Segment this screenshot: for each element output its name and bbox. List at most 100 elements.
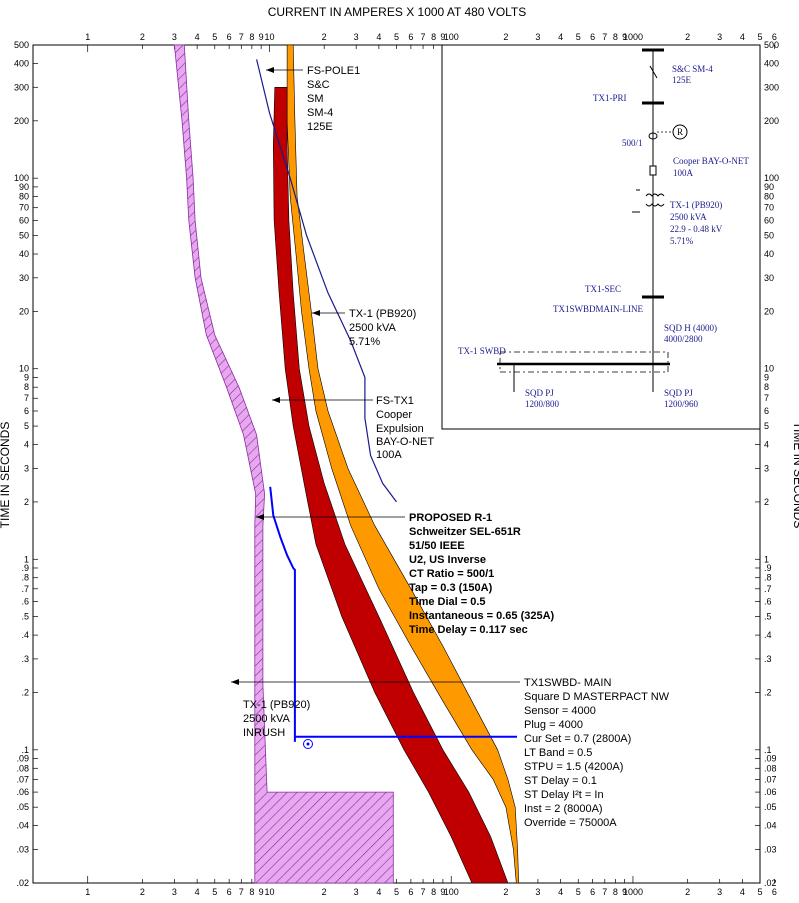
label-line: STPU = 1.5 (4200A) — [524, 761, 623, 773]
y-tick-label-left: 5 — [24, 421, 29, 431]
x-tick-label-top: 2 — [503, 32, 508, 42]
x-tick-label-top: 2 — [685, 32, 690, 42]
x-tick-label-bottom: 5 — [394, 887, 399, 897]
x-tick-label-top: 3 — [717, 32, 722, 42]
y-tick-label-left: 3 — [24, 463, 29, 473]
label-line: Schweitzer SEL-651R — [409, 526, 521, 538]
y-tick-label-right: .06 — [764, 787, 777, 797]
y-tick-label-right: 50 — [764, 231, 774, 241]
label-line: SM-4 — [307, 107, 333, 119]
label-line: 100A — [376, 449, 402, 461]
sqd-h-setting: 4000/2800 — [664, 334, 703, 344]
x-tick-label-top: 6 — [772, 32, 777, 42]
label-line: Tap = 0.3 (150A) — [409, 582, 493, 594]
x-tick-label-bottom: 9 — [622, 887, 627, 897]
x-tick-label-top: 9 — [259, 32, 264, 42]
x-tick-label-top: 5 — [757, 32, 762, 42]
label-line: Instantaneous = 0.65 (325A) — [409, 610, 555, 622]
x-tick-label-bottom: 5 — [212, 887, 217, 897]
y-tick-label-right: 5 — [764, 421, 769, 431]
sqd-pj-right-setting: 1200/960 — [664, 399, 699, 409]
x-tick-label-bottom: 100 — [444, 887, 459, 897]
y-tick-label-left: .5 — [21, 612, 29, 622]
y-tick-label-left: 500 — [14, 40, 29, 50]
x-tick-label-top: 10 — [264, 32, 274, 42]
label-line: Override = 75000A — [524, 817, 617, 829]
leader-arrowheads — [231, 67, 320, 685]
x-tick-label-top: 5 — [576, 32, 581, 42]
y-tick-label-left: .08 — [16, 763, 29, 773]
x-tick-label-top: 4 — [558, 32, 563, 42]
y-tick-label-right: 90 — [764, 182, 774, 192]
label-line: 51/50 IEEE — [409, 540, 465, 552]
x-tick-label-top: 100 — [444, 32, 459, 42]
x-tick-label-bottom: 9 — [259, 887, 264, 897]
y-tick-label-right: .09 — [764, 754, 777, 764]
x-tick-label-top: 6 — [590, 32, 595, 42]
chart-title: CURRENT IN AMPERES X 1000 AT 480 VOLTS — [268, 5, 527, 19]
label-line: Time Dial = 0.5 — [409, 596, 486, 608]
band-cable-damage — [173, 44, 394, 884]
x-tick-label-bottom: 3 — [354, 887, 359, 897]
y-tick-label-right: 100 — [764, 173, 779, 183]
x-tick-label-top: 1 — [85, 32, 90, 42]
sqd-pj-left-label: SQD PJ — [525, 388, 554, 398]
y-tick-label-left: .8 — [21, 573, 29, 583]
x-tick-label-bottom: 7 — [421, 887, 426, 897]
y-tick-label-left: 300 — [14, 82, 29, 92]
y-tick-label-right: .7 — [764, 584, 772, 594]
label-r1: PROPOSED R-1 Schweitzer SEL-651R 51/50 I… — [409, 512, 555, 636]
x-tick-label-bottom: 3 — [717, 887, 722, 897]
y-axis-label-left: TIME IN SECONDS — [0, 422, 12, 529]
y-tick-label-left: 6 — [24, 406, 29, 416]
y-tick-label-left: 90 — [19, 182, 29, 192]
x-tick-label-top: 2 — [322, 32, 327, 42]
label-line: TX-1 (PB920) — [243, 699, 310, 711]
curve-tx-1-pb920-2500-kva-5-71 — [256, 59, 397, 503]
x-tick-label-top: 1000 — [623, 32, 643, 42]
label-inrush: TX-1 (PB920) 2500 kVA INRUSH — [243, 699, 310, 739]
sm4-label: S&C SM-4 — [672, 64, 713, 74]
y-tick-label-right: 4 — [764, 440, 769, 450]
relay-icon — [672, 124, 688, 140]
inrush-marker — [303, 739, 313, 749]
sqd-pj-left-setting: 1200/800 — [525, 399, 560, 409]
x-tick-label-bottom: 2 — [685, 887, 690, 897]
x-tick-label-bottom: 2 — [140, 887, 145, 897]
swbd-dashed-box — [499, 351, 669, 373]
one-line-diagram: S&C SM-4 125E TX1-PRI 500/1 R Cooper BAY… — [441, 44, 761, 430]
y-tick-label-left: 80 — [19, 192, 29, 202]
y-tick-label-left: 4 — [24, 440, 29, 450]
x-tick-label-bottom: 6 — [590, 887, 595, 897]
x-tick-label-bottom: 8 — [249, 887, 254, 897]
x-tick-label-bottom: 4 — [376, 887, 381, 897]
ct-ratio-label: 500/1 — [622, 138, 643, 148]
y-tick-label-right: 300 — [764, 82, 779, 92]
y-tick-label-left: .05 — [16, 802, 29, 812]
x-tick-label-bottom: 6 — [408, 887, 413, 897]
tx1-kva: 2500 kVA — [670, 212, 707, 222]
ct-icon — [648, 132, 658, 140]
label-line: Cooper — [376, 409, 412, 421]
y-tick-label-right: .5 — [764, 612, 772, 622]
x-tick-label-bottom: 5 — [757, 887, 762, 897]
tx1-sec-label: TX1-SEC — [585, 284, 621, 294]
y-tick-label-left: 400 — [14, 58, 29, 68]
y-tick-label-right: .9 — [764, 563, 772, 573]
y-tick-label-right: .08 — [764, 763, 777, 773]
y-tick-label-left: 7 — [24, 393, 29, 403]
tx1-pri-label: TX1-PRI — [593, 93, 627, 103]
label-line: Plug = 4000 — [524, 719, 583, 731]
x-tick-label-top: 8 — [613, 32, 618, 42]
y-tick-label-right: 6 — [764, 406, 769, 416]
x-tick-label-top: 4 — [376, 32, 381, 42]
x-tick-label-top: 5 — [212, 32, 217, 42]
y-tick-label-right: 40 — [764, 249, 774, 259]
x-tick-label-bottom: 3 — [172, 887, 177, 897]
bayonet-label: Cooper BAY-O-NET — [673, 156, 749, 166]
label-line: ST Delay = 0.1 — [524, 775, 597, 787]
y-tick-label-left: .4 — [21, 630, 29, 640]
label-line: ST Delay I²t = In — [524, 789, 604, 801]
label-line: Time Delay = 0.117 sec — [409, 624, 528, 636]
